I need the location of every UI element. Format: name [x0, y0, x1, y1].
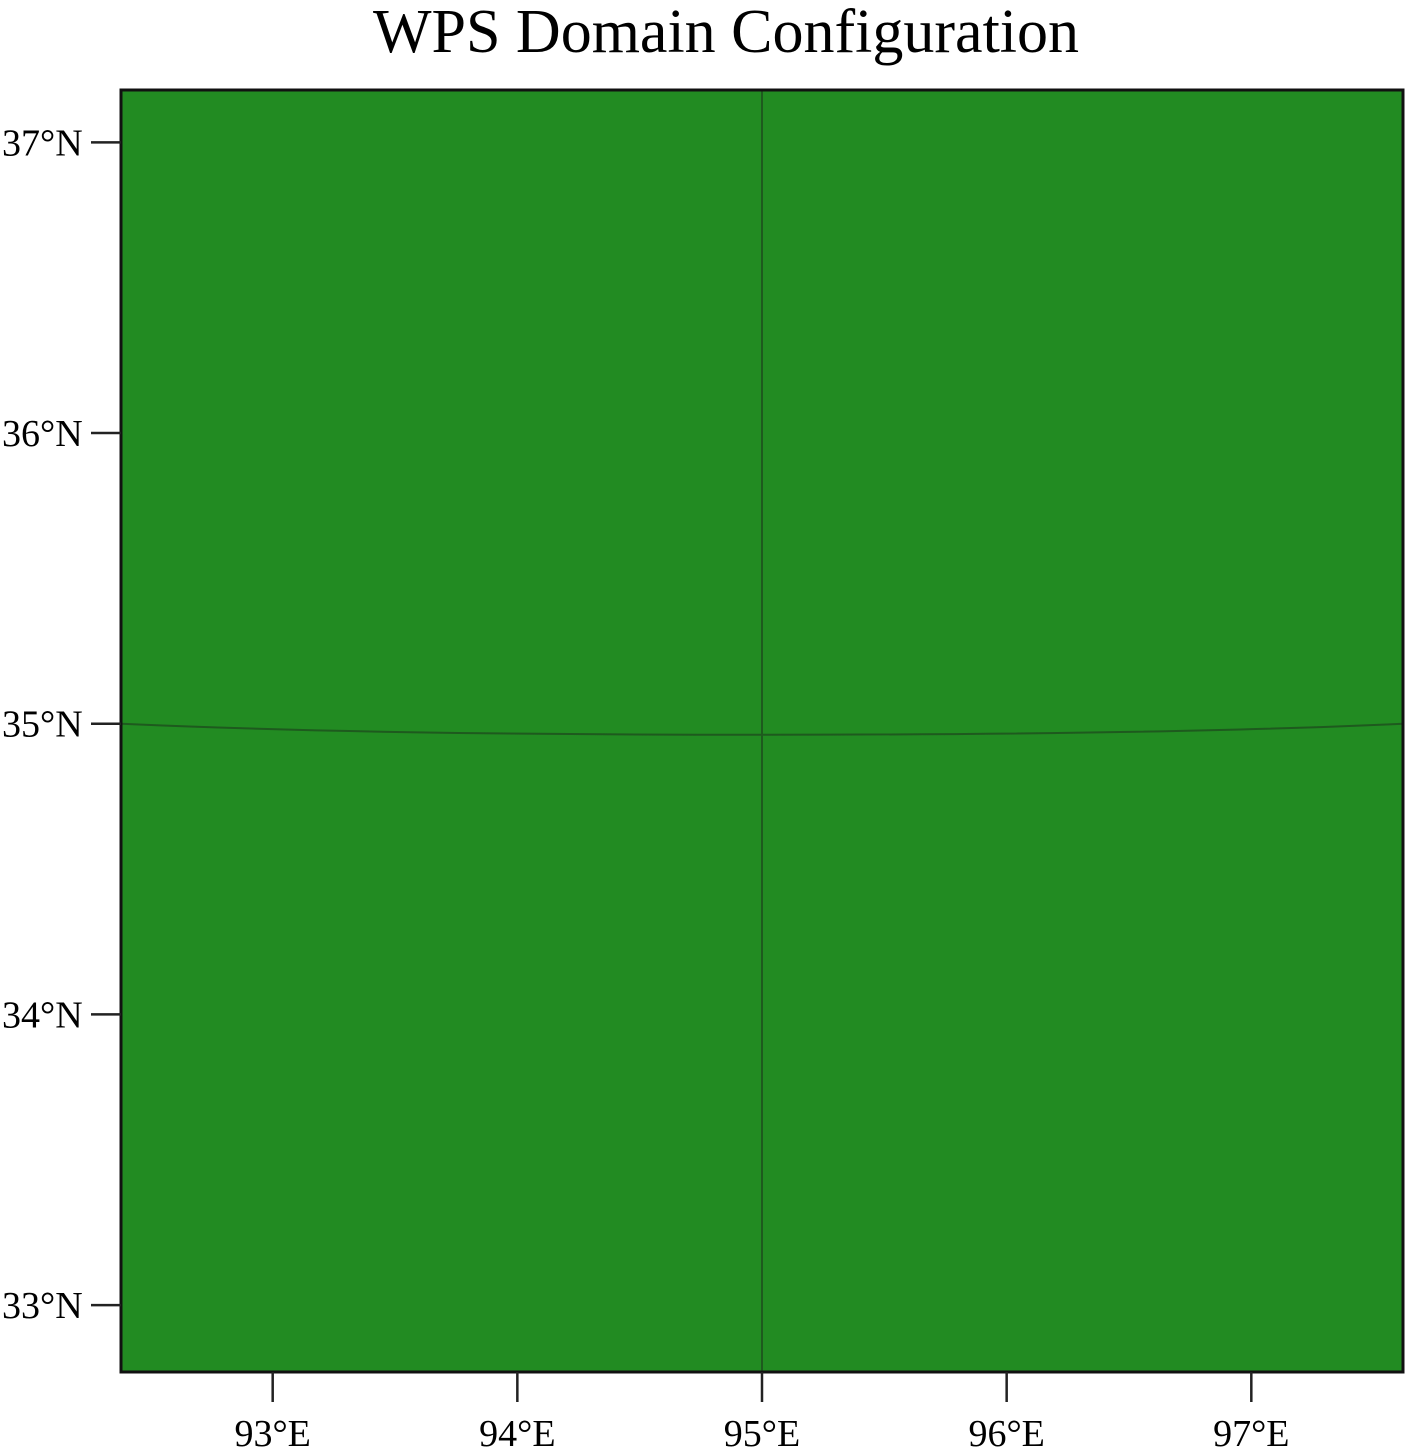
- longitude-tick-label: 96°E: [968, 1413, 1044, 1453]
- longitude-tick-label: 93°E: [234, 1413, 310, 1453]
- map-title: WPS Domain Configuration: [373, 0, 1079, 66]
- longitude-tick-label: 94°E: [479, 1413, 555, 1453]
- latitude-tick-label: 35°N: [2, 704, 83, 746]
- longitude-tick-label: 97°E: [1213, 1413, 1289, 1453]
- longitude-axis: 93°E 94°E 95°E 96°E 97°E: [234, 1372, 1290, 1453]
- latitude-tick-label: 34°N: [2, 994, 83, 1036]
- longitude-tick-label: 95°E: [724, 1413, 800, 1453]
- latitude-tick-label: 36°N: [2, 413, 83, 455]
- latitude-tick-label: 33°N: [2, 1285, 83, 1327]
- latitude-tick-label: 37°N: [2, 122, 83, 164]
- latitude-axis: 37°N 36°N 35°N 34°N 33°N: [2, 122, 121, 1327]
